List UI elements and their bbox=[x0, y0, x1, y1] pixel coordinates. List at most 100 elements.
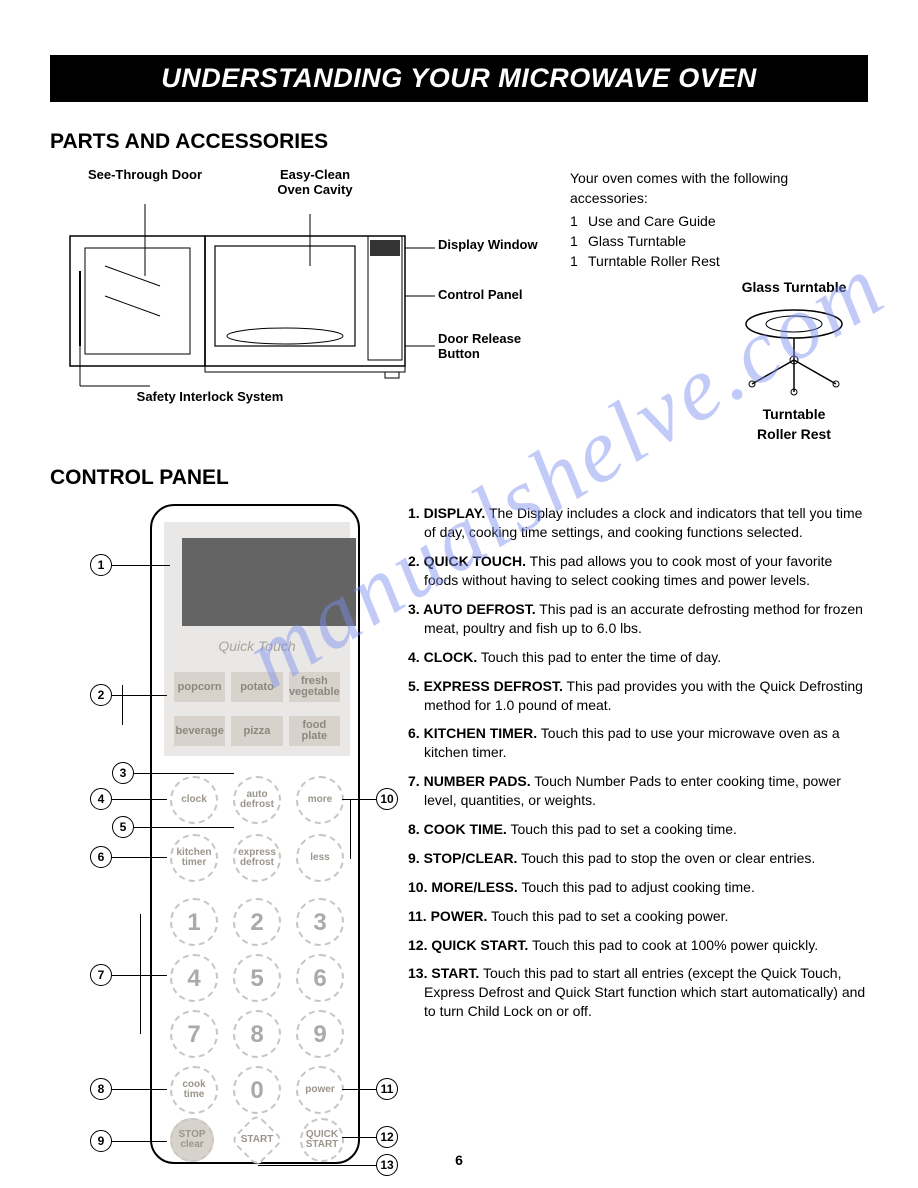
qt-row-2: beverage pizza food plate bbox=[174, 716, 340, 746]
oven-illustration bbox=[50, 186, 440, 396]
numpad-row-2: 4 5 6 bbox=[170, 954, 344, 1002]
turntable-diagram: Glass Turntable Turntable Roller Rest bbox=[720, 277, 868, 444]
btn-power[interactable]: power bbox=[296, 1066, 344, 1114]
label-door-release: Door Release Button bbox=[438, 332, 558, 362]
label-safety-interlock: Safety Interlock System bbox=[110, 390, 310, 405]
desc-2: 2. QUICK TOUCH. This pad allows you to c… bbox=[408, 552, 868, 590]
desc-9: 9. STOP/CLEAR. Touch this pad to stop th… bbox=[408, 849, 868, 868]
control-panel-section: Quick Touch popcorn potato fresh vegetab… bbox=[50, 504, 868, 1031]
desc-1: 1. DISPLAY. The Display includes a clock… bbox=[408, 504, 868, 542]
callout-line bbox=[134, 827, 234, 828]
list-item: 1Glass Turntable bbox=[570, 231, 868, 251]
label-see-through-door: See-Through Door bbox=[80, 168, 210, 183]
callout-9: 9 bbox=[90, 1130, 112, 1152]
callout-4: 4 bbox=[90, 788, 112, 810]
quick-touch-label: Quick Touch bbox=[164, 638, 350, 654]
btn-auto-defrost[interactable]: auto defrost bbox=[233, 776, 281, 824]
btn-7[interactable]: 7 bbox=[170, 1010, 218, 1058]
btn-pizza[interactable]: pizza bbox=[231, 716, 282, 746]
callout-line bbox=[350, 799, 351, 859]
desc-13: 13. START. Touch this pad to start all e… bbox=[408, 964, 868, 1021]
panel-frame: Quick Touch popcorn potato fresh vegetab… bbox=[150, 504, 360, 1164]
callout-line bbox=[342, 1089, 376, 1090]
label-control-panel: Control Panel bbox=[438, 288, 558, 303]
control-panel-diagram: Quick Touch popcorn potato fresh vegetab… bbox=[50, 504, 390, 1031]
callout-line bbox=[140, 914, 141, 1034]
btn-0[interactable]: 0 bbox=[233, 1066, 281, 1114]
btn-5[interactable]: 5 bbox=[233, 954, 281, 1002]
btn-3[interactable]: 3 bbox=[296, 898, 344, 946]
title-banner: UNDERSTANDING YOUR MICROWAVE OVEN bbox=[50, 55, 868, 102]
btn-1[interactable]: 1 bbox=[170, 898, 218, 946]
btn-8[interactable]: 8 bbox=[233, 1010, 281, 1058]
qt-row-1: popcorn potato fresh vegetable bbox=[174, 672, 340, 702]
accessories-intro: Your oven comes with the following acces… bbox=[570, 168, 868, 209]
desc-11: 11. POWER. Touch this pad to set a cooki… bbox=[408, 907, 868, 926]
callout-line bbox=[112, 1141, 167, 1142]
callout-5: 5 bbox=[112, 816, 134, 838]
callout-line bbox=[122, 685, 123, 725]
btn-clock[interactable]: clock bbox=[170, 776, 218, 824]
btn-4[interactable]: 4 bbox=[170, 954, 218, 1002]
btn-food-plate[interactable]: food plate bbox=[289, 716, 340, 746]
btn-2[interactable]: 2 bbox=[233, 898, 281, 946]
accessories-column: Your oven comes with the following acces… bbox=[450, 168, 868, 444]
quick-touch-area: Quick Touch popcorn potato fresh vegetab… bbox=[164, 522, 350, 756]
numpad-row-1: 1 2 3 bbox=[170, 898, 344, 946]
oven-diagram-area: See-Through Door Easy-Clean Oven Cavity bbox=[50, 168, 440, 444]
callout-line bbox=[342, 799, 376, 800]
desc-7: 7. NUMBER PADS. Touch Number Pads to ent… bbox=[408, 772, 868, 810]
desc-8: 8. COOK TIME. Touch this pad to set a co… bbox=[408, 820, 868, 839]
btn-potato[interactable]: potato bbox=[231, 672, 282, 702]
btn-kitchen-timer[interactable]: kitchen timer bbox=[170, 834, 218, 882]
desc-5: 5. EXPRESS DEFROST. This pad provides yo… bbox=[408, 677, 868, 715]
callout-line bbox=[342, 1137, 376, 1138]
callout-6: 6 bbox=[90, 846, 112, 868]
desc-3: 3. AUTO DEFROST. This pad is an accurate… bbox=[408, 600, 868, 638]
numpad-row-3: 7 8 9 bbox=[170, 1010, 344, 1058]
btn-express-defrost[interactable]: express defrost bbox=[233, 834, 281, 882]
label-display-window: Display Window bbox=[438, 238, 558, 253]
callout-line bbox=[112, 565, 170, 566]
btn-9[interactable]: 9 bbox=[296, 1010, 344, 1058]
desc-10: 10. MORE/LESS. Touch this pad to adjust … bbox=[408, 878, 868, 897]
control-panel-descriptions: 1. DISPLAY. The Display includes a clock… bbox=[408, 504, 868, 1031]
list-item: 1Use and Care Guide bbox=[570, 211, 868, 231]
list-item: 1Turntable Roller Rest bbox=[570, 251, 868, 271]
turntable-icon bbox=[734, 302, 854, 402]
control-panel-heading: CONTROL PANEL bbox=[50, 466, 868, 490]
parts-heading: PARTS AND ACCESSORIES bbox=[50, 130, 868, 154]
bottom-row-1: cook time 0 power bbox=[170, 1066, 344, 1114]
btn-cook-time[interactable]: cook time bbox=[170, 1066, 218, 1114]
fn-row-1: clock auto defrost more bbox=[170, 776, 344, 824]
desc-4: 4. CLOCK. Touch this pad to enter the ti… bbox=[408, 648, 868, 667]
callout-10: 10 bbox=[376, 788, 398, 810]
btn-popcorn[interactable]: popcorn bbox=[174, 672, 225, 702]
callout-7: 7 bbox=[90, 964, 112, 986]
callout-11: 11 bbox=[376, 1078, 398, 1100]
btn-6[interactable]: 6 bbox=[296, 954, 344, 1002]
desc-12: 12. QUICK START. Touch this pad to cook … bbox=[408, 936, 868, 955]
label-roller-rest: Turntable Roller Rest bbox=[720, 404, 868, 445]
parts-section: See-Through Door Easy-Clean Oven Cavity bbox=[50, 168, 868, 444]
callout-3: 3 bbox=[112, 762, 134, 784]
btn-less[interactable]: less bbox=[296, 834, 344, 882]
callout-line bbox=[134, 773, 234, 774]
display-screen bbox=[182, 538, 356, 626]
callout-line bbox=[112, 857, 167, 858]
callout-line bbox=[112, 799, 167, 800]
label-easy-clean: Easy-Clean Oven Cavity bbox=[260, 168, 370, 198]
accessories-list: 1Use and Care Guide 1Glass Turntable 1Tu… bbox=[570, 211, 868, 272]
callout-line bbox=[112, 1089, 167, 1090]
callout-2: 2 bbox=[90, 684, 112, 706]
page-number: 6 bbox=[0, 1152, 918, 1168]
btn-more[interactable]: more bbox=[296, 776, 344, 824]
btn-fresh-vegetable[interactable]: fresh vegetable bbox=[289, 672, 340, 702]
callout-1: 1 bbox=[90, 554, 112, 576]
callout-line bbox=[112, 695, 167, 696]
fn-row-2: kitchen timer express defrost less bbox=[170, 834, 344, 882]
callout-12: 12 bbox=[376, 1126, 398, 1148]
btn-beverage[interactable]: beverage bbox=[174, 716, 225, 746]
label-glass-turntable: Glass Turntable bbox=[720, 277, 868, 297]
callout-8: 8 bbox=[90, 1078, 112, 1100]
